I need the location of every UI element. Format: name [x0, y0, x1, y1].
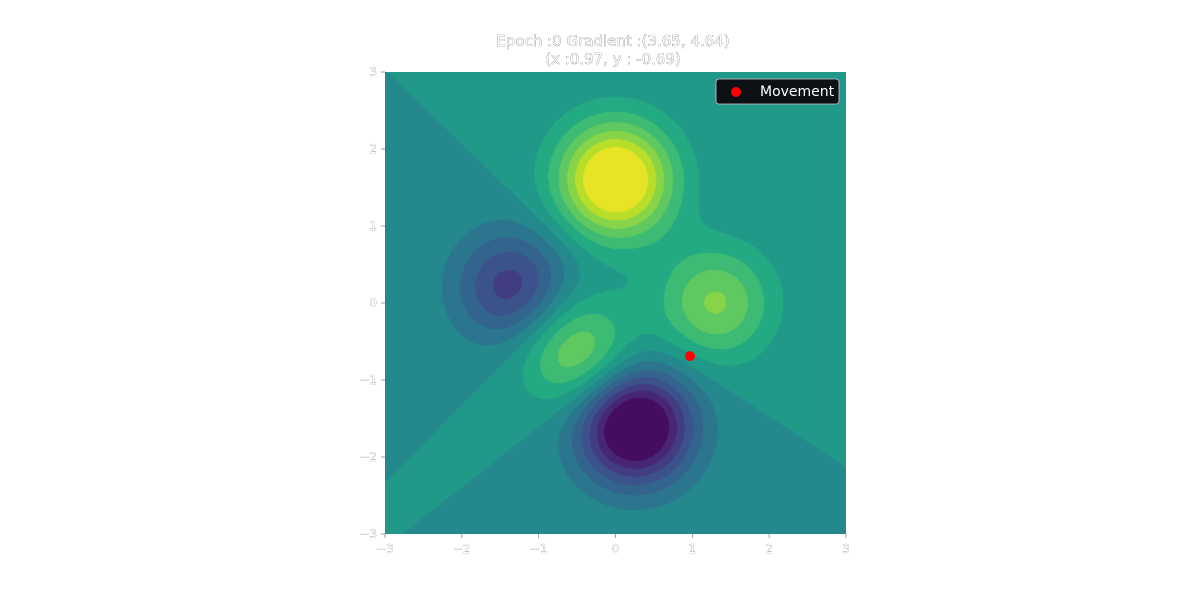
chart-title: Epoch :0 Gradient :(3.65, 4.64) (x :0.97… — [496, 32, 730, 68]
y-tick-label: 2 — [369, 142, 377, 156]
chart-title-line-1: Epoch :0 Gradient :(3.65, 4.64) — [496, 32, 729, 50]
x-tick-label: −1 — [530, 542, 548, 556]
y-tick-label: −1 — [359, 373, 377, 387]
movement-point — [685, 351, 696, 362]
y-tick-label: 0 — [369, 296, 377, 310]
plot-area — [385, 72, 846, 534]
y-tick-label: 1 — [369, 219, 377, 233]
x-axis: −3 −2 −1 0 1 2 3 — [376, 534, 850, 556]
legend-label-movement: Movement — [760, 84, 835, 100]
y-axis: −3 −2 −1 0 1 2 3 — [359, 65, 385, 541]
legend: Movement — [715, 78, 840, 105]
x-tick-label: 0 — [612, 542, 620, 556]
chart-title-line-2: (x :0.97, y : -0.69) — [545, 50, 681, 68]
y-tick-label: −2 — [359, 450, 377, 464]
contour-surface-container — [385, 72, 846, 534]
x-tick-label: 3 — [842, 542, 850, 556]
y-tick-label: 3 — [369, 65, 377, 79]
legend-marker-movement — [731, 87, 741, 97]
x-tick-label: −3 — [376, 542, 394, 556]
x-tick-label: 2 — [765, 542, 773, 556]
contour-surface — [385, 72, 846, 534]
movement-points — [685, 351, 696, 362]
x-tick-label: −2 — [453, 542, 471, 556]
legend-box — [715, 78, 840, 105]
x-tick-label: 1 — [689, 542, 697, 556]
y-tick-label: −3 — [359, 527, 377, 541]
